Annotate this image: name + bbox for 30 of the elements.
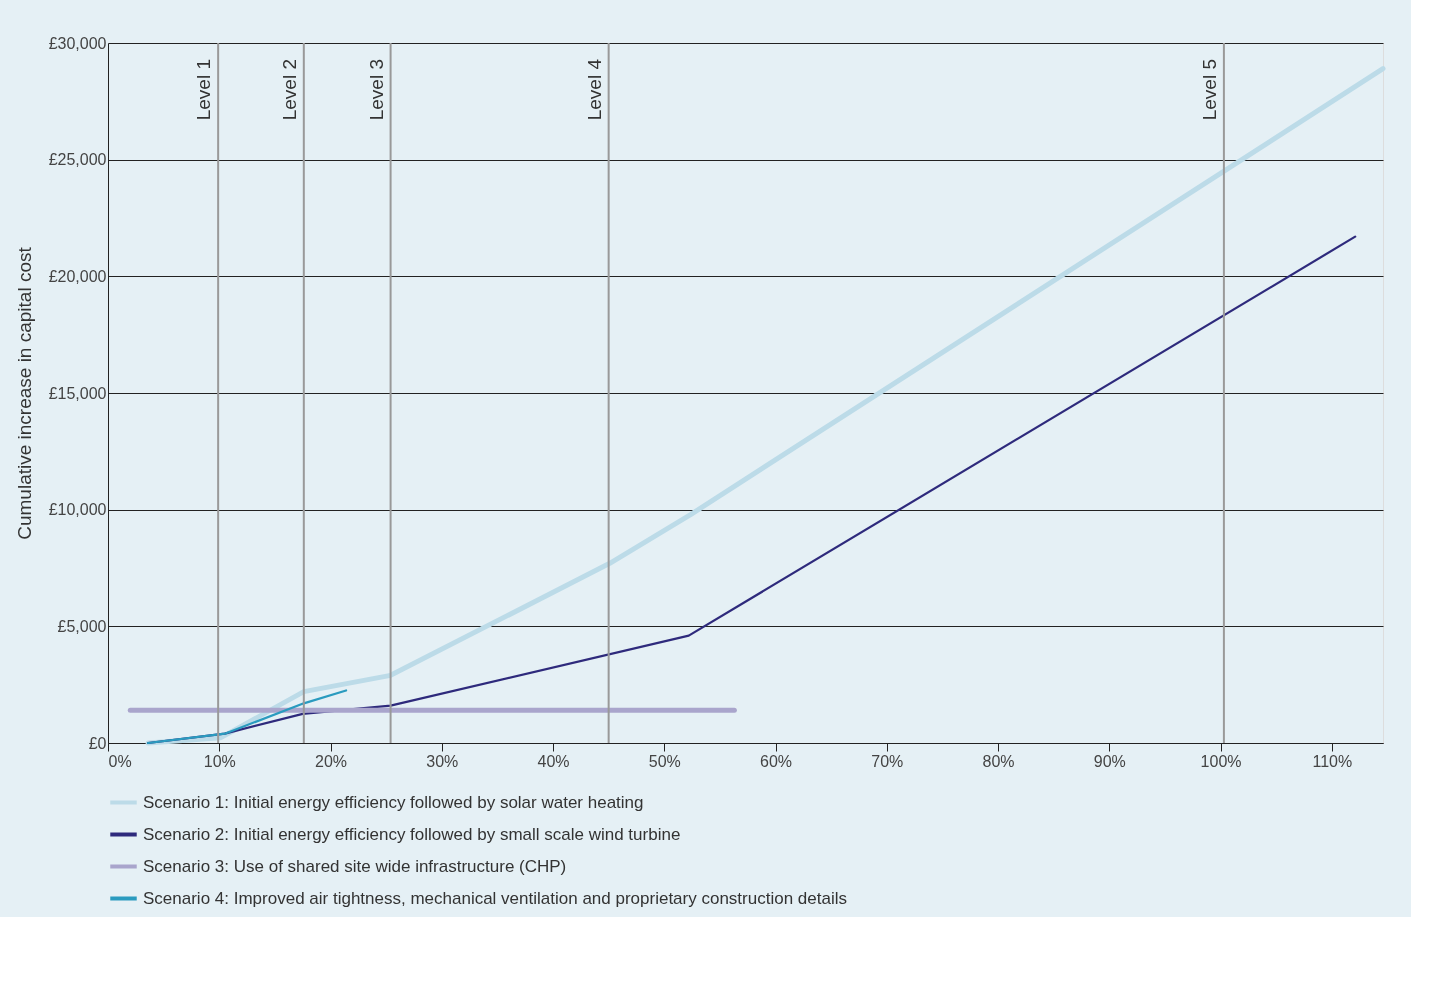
ref-line-label: Level 2 (278, 59, 300, 121)
legend-label: Scenario 4: Improved air tightness, mechanical ventilation and proprietary construction details (143, 888, 847, 908)
x-tick-label: 50% (648, 752, 681, 770)
x-tick-label: 110% (1312, 752, 1353, 770)
x-tick-label: 10% (203, 752, 236, 770)
ref-line-label: Level 4 (583, 58, 605, 121)
legend-label: Scenario 3: Use of shared site wide infrastructure (CHP) (143, 856, 567, 876)
x-tick-label: 70% (871, 752, 904, 770)
x-tick-label: 0% (108, 752, 132, 770)
y-tick-label: £20,000 (48, 267, 107, 285)
line-series (146, 689, 348, 745)
y-tick-label: £15,000 (48, 384, 107, 402)
ref-line-label: Level 3 (365, 59, 387, 121)
x-tick-label: 40% (537, 752, 570, 770)
y-tick-label: £10,000 (48, 501, 107, 519)
y-tick-label: £30,000 (48, 34, 107, 52)
x-tick-label: 30% (426, 752, 459, 770)
y-tick-label: £0 (88, 734, 107, 752)
legend-label: Scenario 2: Initial energy efficiency followed by small scale wind turbine (143, 824, 681, 844)
x-tick-label: 80% (982, 752, 1015, 770)
x-tick-label: 20% (315, 752, 348, 770)
x-tick-label: 90% (1093, 752, 1126, 770)
y-tick-label: £25,000 (48, 151, 107, 169)
y-axis-title: Cumulative increase in capital cost (13, 246, 35, 540)
legend-label: Scenario 1: Initial energy efficiency followed by solar water heating (143, 792, 644, 812)
ref-line-label: Level 5 (1198, 59, 1220, 121)
x-tick-label: 60% (760, 752, 793, 770)
x-tick-label: 100% (1200, 752, 1242, 770)
y-tick-label: £5,000 (57, 617, 107, 635)
ref-line-label: Level 1 (193, 59, 215, 121)
